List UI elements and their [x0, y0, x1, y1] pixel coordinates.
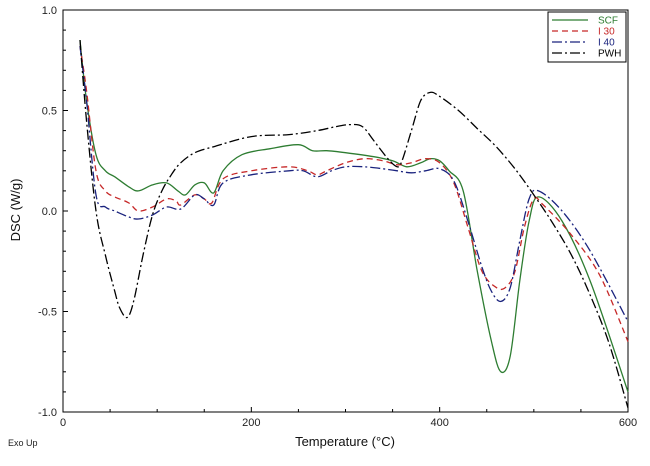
x-tick-label: 400 — [430, 417, 448, 429]
legend-label: SCF — [598, 16, 618, 27]
series-group — [79, 40, 629, 409]
y-tick-label: 0.0 — [42, 206, 57, 218]
x-axis-title: Temperature (°C) — [295, 434, 395, 449]
series-line-i-40 — [79, 46, 629, 322]
exo-up-note: Exo Up — [8, 438, 38, 448]
legend-label: PWH — [598, 49, 621, 60]
y-tick-label: -1.0 — [38, 407, 57, 419]
legend-label: I 30 — [598, 27, 615, 38]
y-tick-label: -0.5 — [38, 307, 57, 319]
x-tick-label: 0 — [60, 417, 66, 429]
y-axis-title: DSC (W/g) — [8, 179, 23, 242]
series-line-pwh — [79, 40, 629, 409]
y-tick-label: 1.0 — [42, 5, 57, 17]
y-tick-label: 0.5 — [42, 106, 57, 118]
x-tick-label: 200 — [242, 417, 260, 429]
x-tick-label: 600 — [619, 417, 637, 429]
plot-area — [62, 9, 629, 413]
legend-label: I 40 — [598, 38, 615, 49]
plot-frame — [62, 9, 629, 413]
axes: 0 200 400 600 -1.0 -0.5 0.0 0.5 1.0 — [38, 5, 637, 429]
series-line-scf — [79, 40, 629, 393]
